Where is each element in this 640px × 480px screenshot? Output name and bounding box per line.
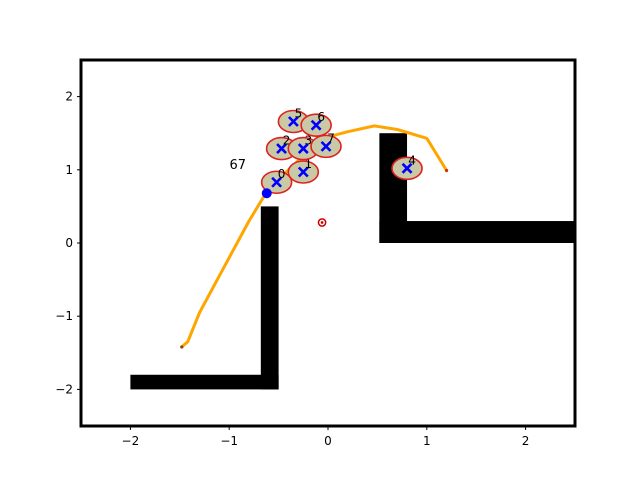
agent-4: 4	[391, 153, 423, 181]
path-line	[180, 124, 449, 349]
y-tick-label: 0	[65, 236, 73, 250]
obstacle-bottom-bar	[130, 374, 279, 390]
agent-x-marker	[297, 166, 309, 178]
y-tick-label: −2	[55, 382, 73, 396]
x-tick-label: 1	[423, 434, 431, 448]
x-tick-label: 2	[522, 434, 530, 448]
agent-label: 1	[304, 157, 312, 171]
agent-label: 5	[295, 106, 303, 120]
x-tick-label: −2	[122, 434, 140, 448]
obstacles	[130, 133, 575, 390]
y-tick-label: 2	[65, 90, 73, 104]
agent-label: 2	[283, 134, 291, 148]
agent-0: 0	[260, 167, 293, 195]
y-tick-label: −1	[55, 309, 73, 323]
y-tick-label: 1	[65, 163, 73, 177]
agent-label: 4	[408, 153, 416, 167]
agent-x-marker	[401, 162, 413, 174]
agent-label: 6	[317, 110, 325, 124]
agents: 0 12 3 4 5 67	[260, 106, 423, 195]
agent-6: 6	[300, 110, 332, 137]
agent-x-marker	[276, 143, 287, 154]
agent-1: 1	[287, 157, 320, 184]
agent-x-marker	[320, 140, 332, 152]
path-end-point	[444, 168, 449, 173]
agent-x-marker	[310, 119, 322, 131]
path-start-point	[180, 345, 184, 349]
obstacle-right-bar	[379, 221, 575, 243]
agent-x-marker	[297, 143, 309, 154]
agent-7: 7	[310, 131, 342, 159]
agent-2: 2	[265, 134, 298, 161]
planned-path	[180, 124, 449, 349]
agent-x-marker	[288, 116, 299, 127]
x-tick-label: 0	[324, 434, 332, 448]
robot-marker	[261, 188, 272, 199]
obstacle-left-pillar	[260, 206, 279, 390]
goal-marker	[317, 218, 327, 227]
markers	[261, 188, 327, 227]
agent-label: 0	[278, 167, 286, 181]
agent-x-marker	[271, 176, 283, 188]
agent-label: 3	[304, 134, 312, 148]
x-tick-label: −1	[220, 434, 238, 448]
step-label: 67	[229, 158, 246, 173]
agent-label: 7	[327, 131, 335, 145]
goal-marker-center	[320, 221, 324, 224]
